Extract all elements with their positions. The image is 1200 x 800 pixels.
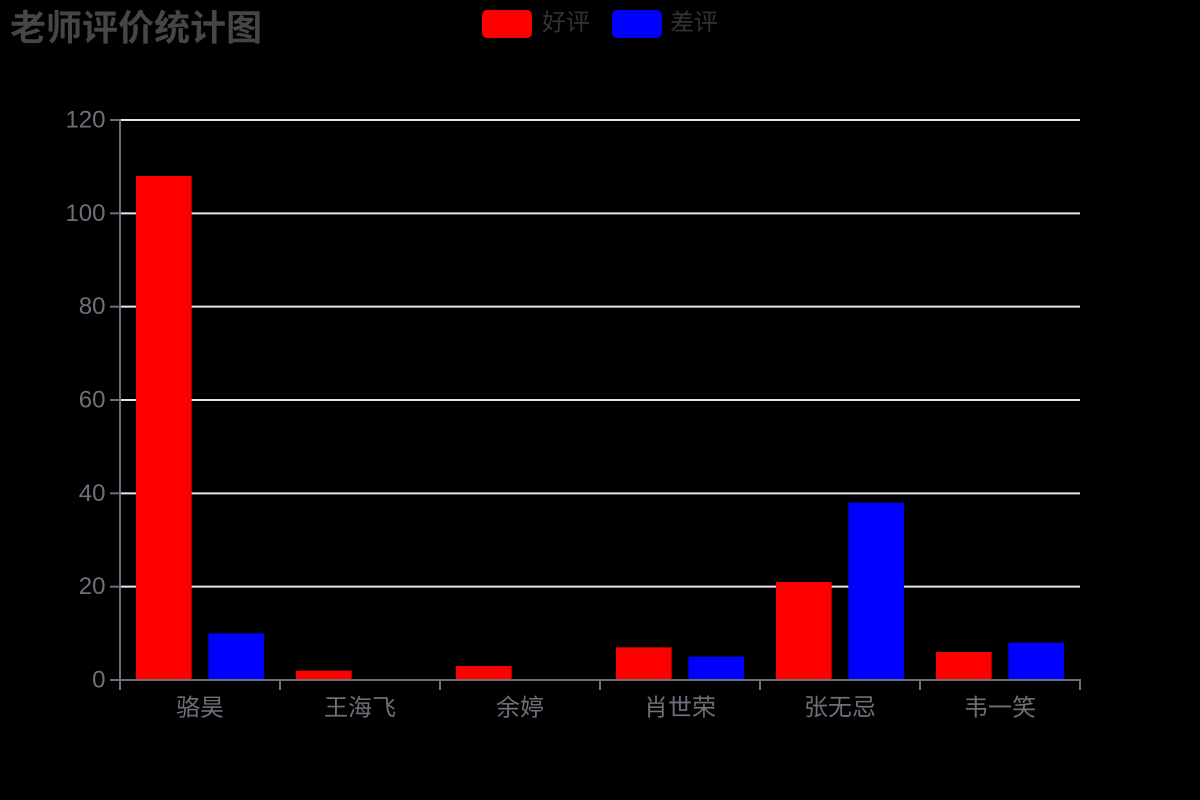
svg-text:100: 100: [65, 200, 105, 227]
svg-text:120: 120: [65, 107, 105, 134]
svg-text:0: 0: [92, 667, 105, 694]
svg-text:40: 40: [79, 480, 106, 507]
svg-text:20: 20: [79, 573, 106, 600]
svg-text:60: 60: [79, 387, 106, 414]
svg-text:80: 80: [79, 293, 106, 320]
